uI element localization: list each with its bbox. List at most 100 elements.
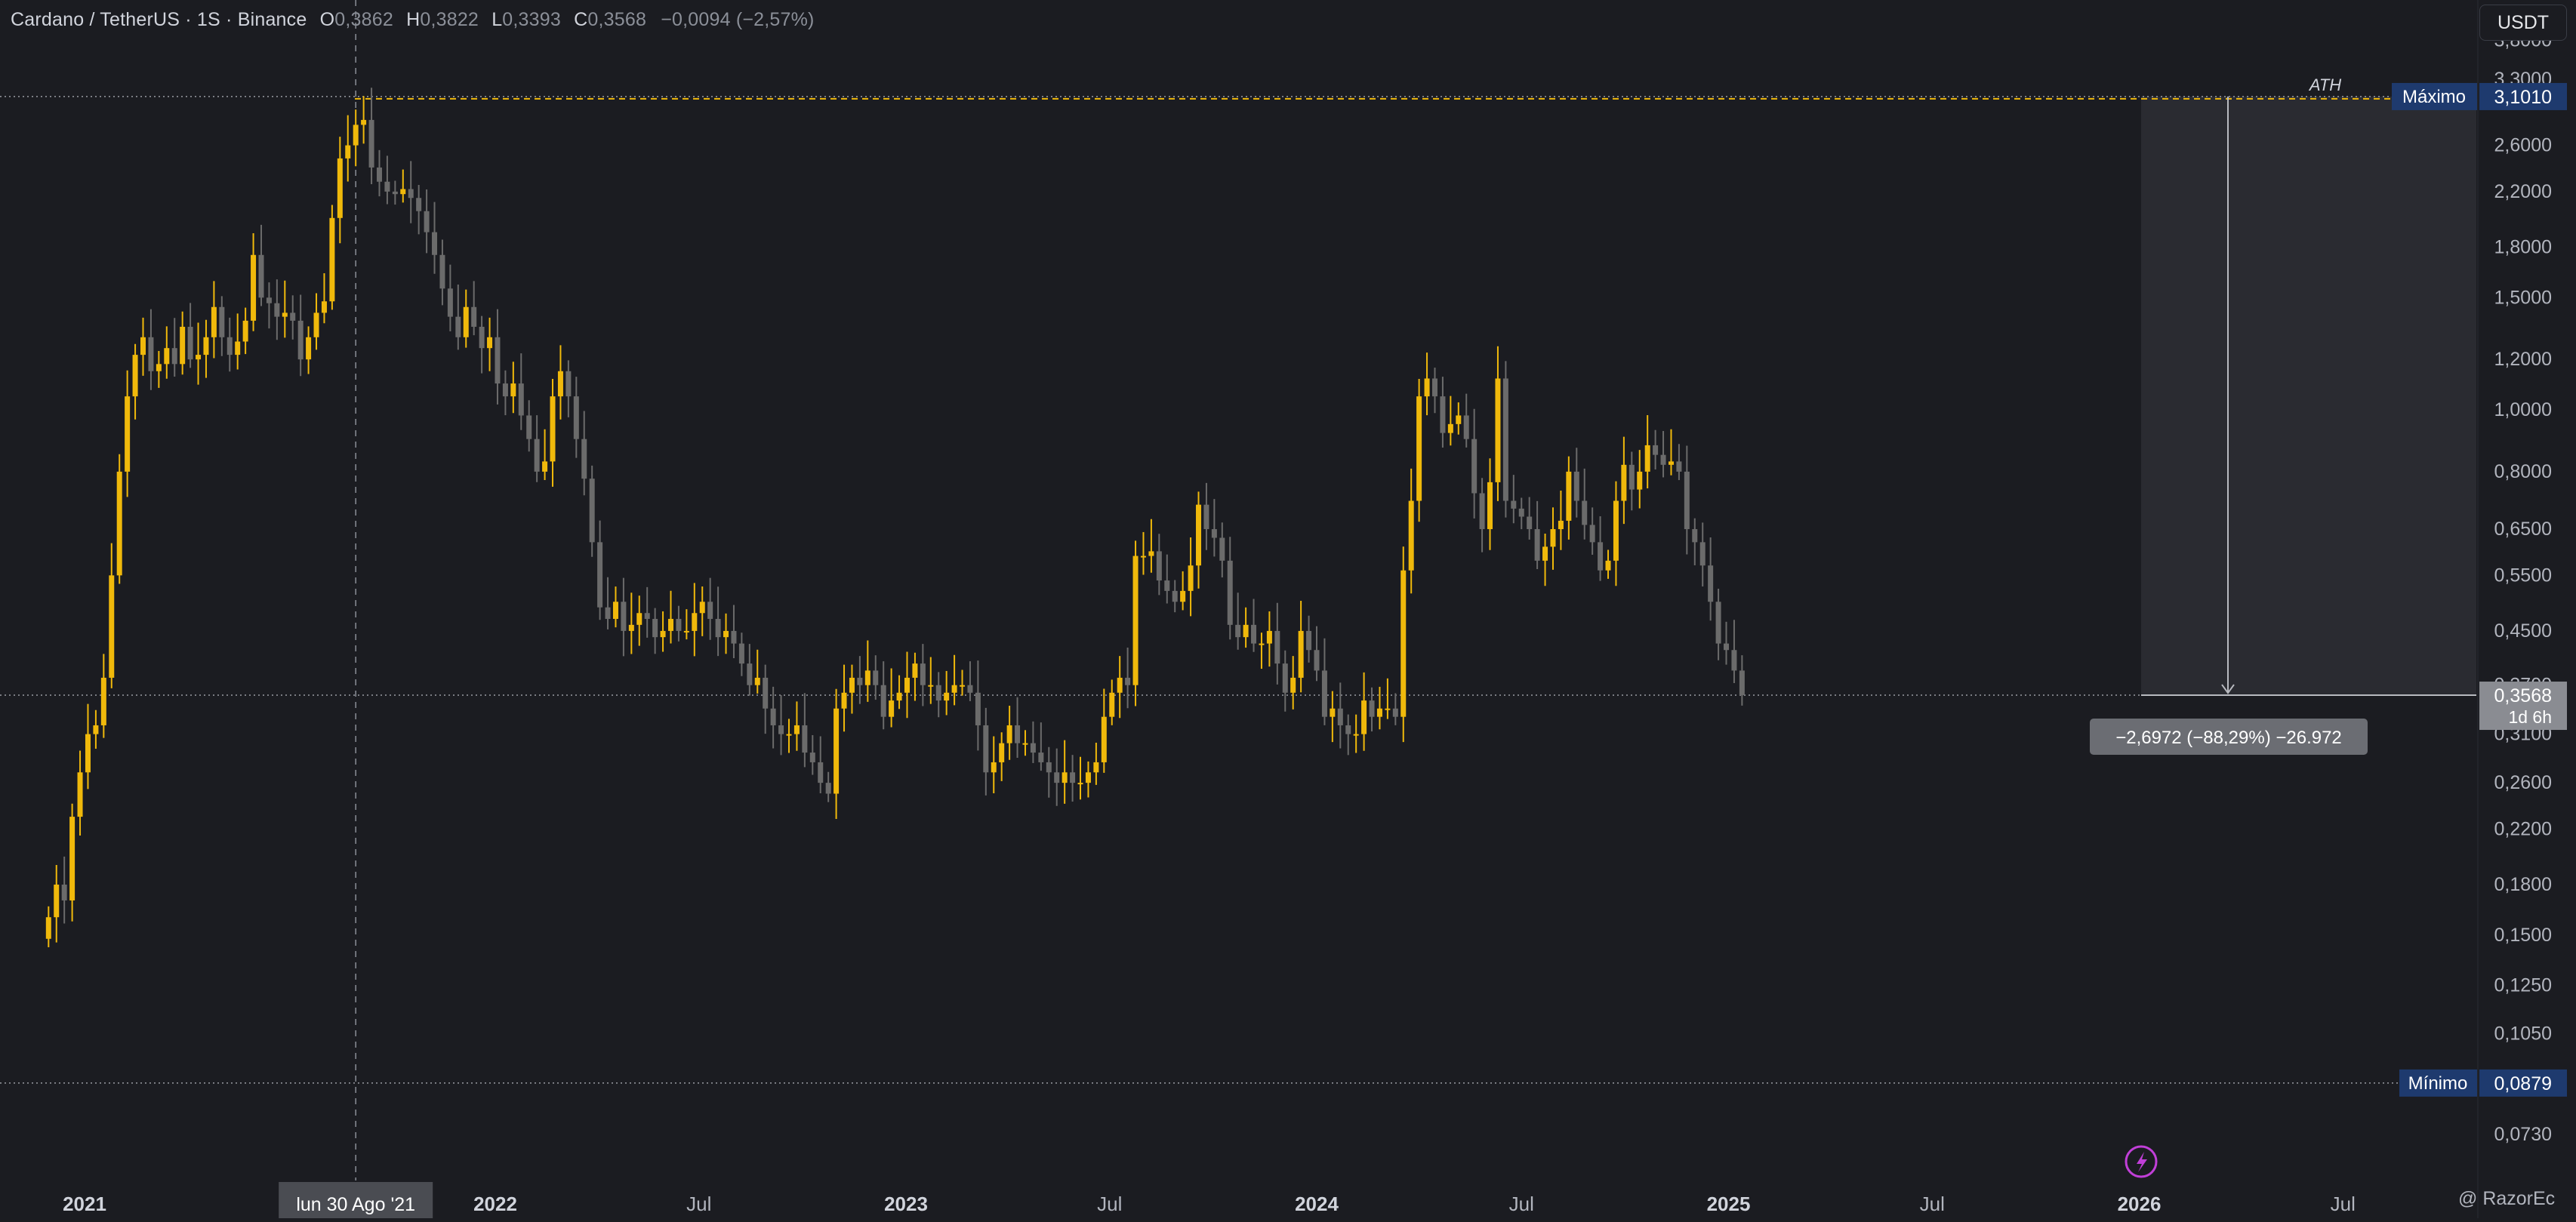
candle-body [203,337,209,356]
candle-body [809,753,815,762]
crosshair-date-box [279,1182,433,1218]
candle-body [408,189,414,199]
candle-body [644,613,650,619]
symbol-legend[interactable]: Cardano / TetherUS · 1S · Binance O0,386… [11,9,815,31]
candle-body [479,326,485,349]
candle-body [1479,493,1485,530]
candle-body [1345,725,1351,734]
candle-body [668,618,674,631]
candle-body [1290,677,1296,693]
candle-body [778,725,784,734]
candle-body [1644,445,1650,472]
x-tick-label: 2021 [63,1193,106,1215]
candle-body [802,725,808,753]
candle-body [1431,378,1437,397]
candle-body [652,618,658,638]
x-tick-label: 2022 [473,1193,517,1215]
candle-body [1495,378,1501,482]
last-price-box [2479,682,2567,731]
candle-body [864,670,870,685]
candle-body [636,613,642,625]
x-tick-label: Jul [1097,1193,1122,1215]
candle-body [306,337,312,360]
x-tick-label: Jul [686,1193,711,1215]
candle-body [526,415,532,439]
candle-body [1699,542,1706,566]
candle-body [1447,423,1453,433]
candle-body [660,630,666,638]
candle-body [432,232,438,255]
y-tick-label: 1,0000 [2494,399,2552,420]
candle-body [251,254,257,321]
candle-body [1298,630,1304,678]
candle-body [1424,378,1430,397]
last-price-value: 0,3568 [2494,685,2552,706]
candle-body [944,692,950,701]
y-tick-label: 0,1800 [2494,874,2552,895]
candle-body [1140,556,1146,558]
lightning-icon [2125,1145,2158,1178]
candle-body [1582,500,1588,525]
candle-body [1109,692,1115,717]
max-label: Máximo [2402,87,2466,107]
candle-body [93,725,99,734]
candle-body [1062,772,1068,783]
candle-body [1274,630,1280,664]
candle-body [951,685,957,693]
candle-body [290,312,296,321]
candle-body [274,303,280,317]
candle-body [1172,590,1178,602]
candle-body [148,337,154,371]
y-tick-label: 0,1500 [2494,925,2552,946]
candle-body [597,542,603,608]
candle-body [439,254,445,289]
candle-body [841,692,847,709]
currency-button[interactable]: USDT [2479,5,2567,41]
candle-body [140,337,146,356]
candle-body [1085,772,1091,783]
candle-body [400,189,406,195]
candle-body [196,355,202,360]
candle-body [889,700,895,717]
candle-body [738,643,744,664]
candle-body [1132,556,1139,685]
candle-body [1724,643,1730,651]
candle-body [1471,439,1478,494]
measure-region [2141,96,2476,696]
candle-body [85,734,91,773]
candle-body [1550,529,1556,547]
candle-body [424,211,430,232]
candle-body [621,602,627,631]
candle-body [45,917,51,939]
symbol-name[interactable]: Cardano / TetherUS · 1S · Binance [11,9,307,30]
candle-body [242,320,248,342]
candle-body [857,677,863,685]
candle-body [699,602,705,614]
candle-body [1518,508,1524,517]
candle-body [873,670,879,685]
candle-body [849,677,855,693]
x-tick-label: Jul [2331,1193,2356,1215]
candle-body [1739,670,1745,696]
candle-body [707,602,713,619]
min-label-box [2399,1069,2477,1097]
candle-body [69,817,75,900]
candle-body [818,762,824,783]
candle-body [825,783,831,794]
candle-body [1416,396,1422,501]
candle-body [1006,725,1012,743]
candle-body [1502,378,1508,501]
min-label: Mínimo [2408,1073,2468,1094]
candle-body [258,254,264,298]
crosshair-date-label: lun 30 Ago '21 [296,1194,415,1215]
candle-body [967,685,973,693]
candle-body [376,167,382,182]
candle-body [1266,630,1272,644]
candle-body [1125,677,1131,685]
candle-body [1708,565,1714,602]
y-tick-label: 1,8000 [2494,236,2552,257]
candle-body [368,119,374,168]
candle-body [1156,551,1162,581]
